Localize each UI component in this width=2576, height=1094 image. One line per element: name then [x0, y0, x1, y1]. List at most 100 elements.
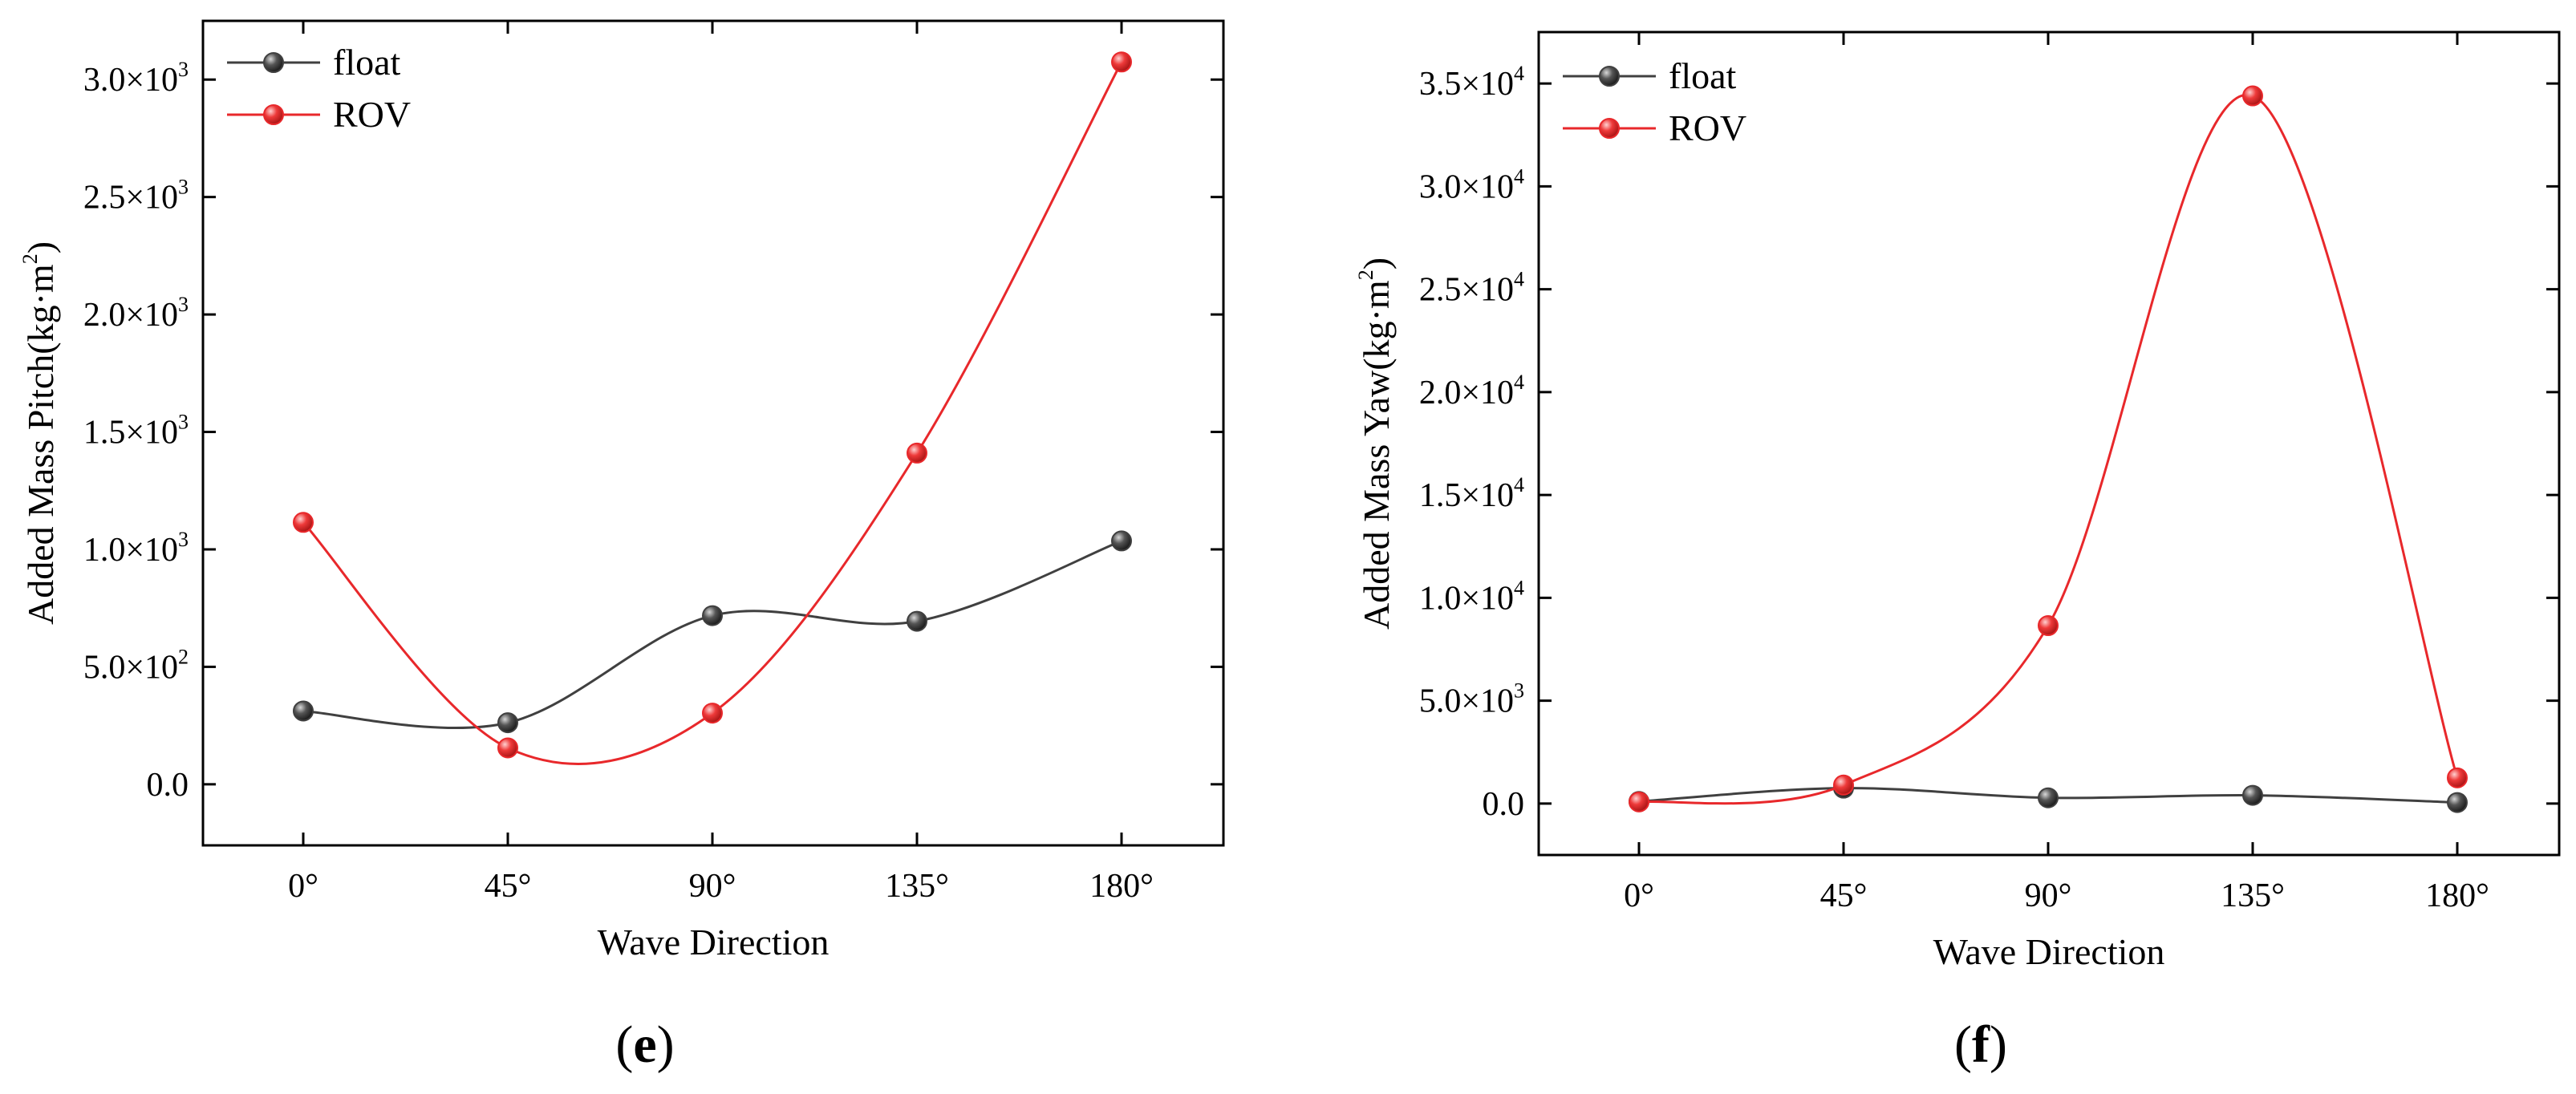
- y-axis-title-main: Added Mass Yaw(kg·m: [1356, 280, 1397, 630]
- y-tick-label-e: 1.0×103: [83, 528, 189, 569]
- legend-marker-float-f: [1599, 66, 1620, 87]
- y-tick-mantissa: 2.0×10: [1419, 375, 1514, 411]
- data-point-rov-f: [2038, 615, 2059, 637]
- y-tick-mantissa: 1.5×10: [1419, 477, 1514, 514]
- series-line-rov-e: [302, 61, 1123, 765]
- y-tick-label-e: 0.0: [147, 767, 189, 804]
- y-tick-exponent: 4: [1514, 164, 1524, 188]
- data-point-rov-e: [907, 442, 927, 464]
- legend-marker-rov-e: [263, 104, 284, 125]
- y-tick-mantissa: 3.5×10: [1419, 66, 1514, 103]
- y-tick-label-f: 0.0: [1483, 786, 1525, 823]
- panel-label-open: (: [1954, 1015, 1972, 1074]
- legend-label-rov-f: ROV: [1669, 107, 1746, 148]
- data-point-rov-e: [1111, 51, 1132, 73]
- data-point-rov-f: [1833, 774, 1854, 796]
- data-point-rov-f: [2242, 85, 2263, 107]
- y-tick-label-e: 1.5×103: [83, 411, 189, 452]
- y-tick-exponent: 4: [1514, 268, 1524, 291]
- y-tick-mantissa: 1.0×10: [1419, 580, 1514, 617]
- data-point-float-e: [702, 605, 723, 626]
- y-tick-label-f: 5.0×103: [1419, 679, 1524, 720]
- y-tick-mantissa: 0.0: [147, 767, 189, 804]
- y-tick-label-f: 1.5×104: [1419, 473, 1524, 514]
- y-tick-exponent: 3: [178, 58, 189, 81]
- y-tick-exponent: 3: [178, 176, 189, 199]
- y-tick-label-f: 2.0×104: [1419, 371, 1524, 411]
- data-point-float-e: [497, 712, 518, 734]
- y-tick-exponent: 4: [1514, 473, 1524, 496]
- series-line-rov-f: [1638, 93, 2459, 805]
- data-point-rov-e: [702, 703, 723, 724]
- x-tick-label-f: 135°: [2221, 877, 2285, 914]
- data-point-rov-e: [293, 512, 314, 533]
- y-axis-title-main: Added Mass Pitch(kg·m: [20, 264, 61, 625]
- data-point-float-e: [1111, 530, 1132, 552]
- y-tick-exponent: 4: [1514, 576, 1524, 599]
- y-tick-mantissa: 3.0×10: [1419, 168, 1514, 205]
- y-tick-exponent: 3: [178, 293, 189, 316]
- y-tick-label-e: 5.0×102: [83, 645, 189, 686]
- data-point-float-f: [2242, 784, 2263, 806]
- y-axis-title-f: Added Mass Yaw(kg·m2): [1354, 257, 1397, 630]
- y-tick-mantissa: 1.5×10: [83, 415, 178, 452]
- legend-marker-float-e: [263, 52, 284, 73]
- y-axis-title-exponent: 2: [1354, 269, 1377, 280]
- chart-panel-e: 0.05.0×1021.0×1031.5×1032.0×1032.5×1033.…: [18, 19, 1225, 1074]
- y-tick-label-e: 2.0×103: [83, 293, 189, 334]
- data-point-float-f: [2447, 792, 2468, 813]
- chart-panel-f: 0.05.0×1031.0×1041.5×1042.0×1042.5×1043.…: [1354, 30, 2561, 1074]
- y-tick-mantissa: 2.5×10: [1419, 272, 1514, 309]
- data-point-rov-e: [497, 737, 518, 759]
- y-axis-title-exponent: 2: [18, 253, 42, 264]
- y-tick-exponent: 3: [1514, 679, 1524, 703]
- y-tick-exponent: 2: [178, 645, 189, 668]
- x-tick-label-f: 45°: [1820, 877, 1868, 914]
- panel-label-letter: e: [633, 1015, 656, 1074]
- x-axis-title-f: Wave Direction: [1933, 931, 2165, 972]
- y-axis-title-e: Added Mass Pitch(kg·m2): [18, 241, 61, 625]
- y-tick-exponent: 3: [178, 411, 189, 434]
- y-axis-title-close: ): [1356, 257, 1397, 269]
- x-tick-label-f: 180°: [2425, 877, 2489, 914]
- y-tick-label-e: 3.0×103: [83, 58, 189, 99]
- x-tick-label-e: 45°: [485, 868, 532, 905]
- y-tick-label-f: 2.5×104: [1419, 268, 1524, 309]
- y-tick-exponent: 4: [1514, 371, 1524, 394]
- x-tick-label-e: 135°: [885, 868, 949, 905]
- y-tick-mantissa: 0.0: [1483, 786, 1525, 823]
- panel-label-letter: f: [1972, 1015, 1990, 1074]
- y-tick-mantissa: 5.0×10: [1419, 683, 1514, 720]
- legend-label-rov-e: ROV: [333, 94, 411, 135]
- x-tick-label-e: 180°: [1089, 868, 1154, 905]
- y-tick-label-f: 3.5×104: [1419, 62, 1524, 103]
- panel-label-close: ): [657, 1015, 675, 1074]
- x-tick-label-f: 90°: [2025, 877, 2072, 914]
- y-tick-mantissa: 2.5×10: [83, 180, 178, 217]
- y-tick-label-e: 2.5×103: [83, 176, 189, 217]
- y-tick-mantissa: 5.0×10: [83, 649, 178, 686]
- panel-label-e: (e): [615, 1015, 674, 1074]
- series-line-float-e: [302, 540, 1122, 730]
- y-tick-mantissa: 2.0×10: [83, 297, 178, 334]
- y-tick-exponent: 4: [1514, 62, 1524, 85]
- panel-label-open: (: [615, 1015, 633, 1074]
- x-tick-label-e: 90°: [689, 868, 736, 905]
- x-tick-label-e: 0°: [288, 868, 318, 905]
- data-point-float-e: [293, 700, 314, 722]
- data-point-float-f: [2038, 787, 2059, 808]
- y-tick-exponent: 3: [178, 528, 189, 551]
- y-tick-mantissa: 3.0×10: [83, 62, 178, 99]
- panel-label-close: ): [1990, 1015, 2007, 1074]
- x-axis-title-e: Wave Direction: [598, 922, 830, 962]
- panel-label-f: (f): [1954, 1015, 2007, 1074]
- data-point-rov-f: [2447, 767, 2468, 788]
- plot-area-frame-f: [1537, 30, 2561, 857]
- data-point-float-e: [907, 610, 927, 632]
- y-axis-title-close: ): [20, 241, 61, 253]
- data-point-rov-f: [1629, 791, 1649, 812]
- legend-label-float-e: float: [333, 42, 401, 83]
- legend-label-float-f: float: [1669, 55, 1737, 96]
- x-tick-label-f: 0°: [1624, 877, 1654, 914]
